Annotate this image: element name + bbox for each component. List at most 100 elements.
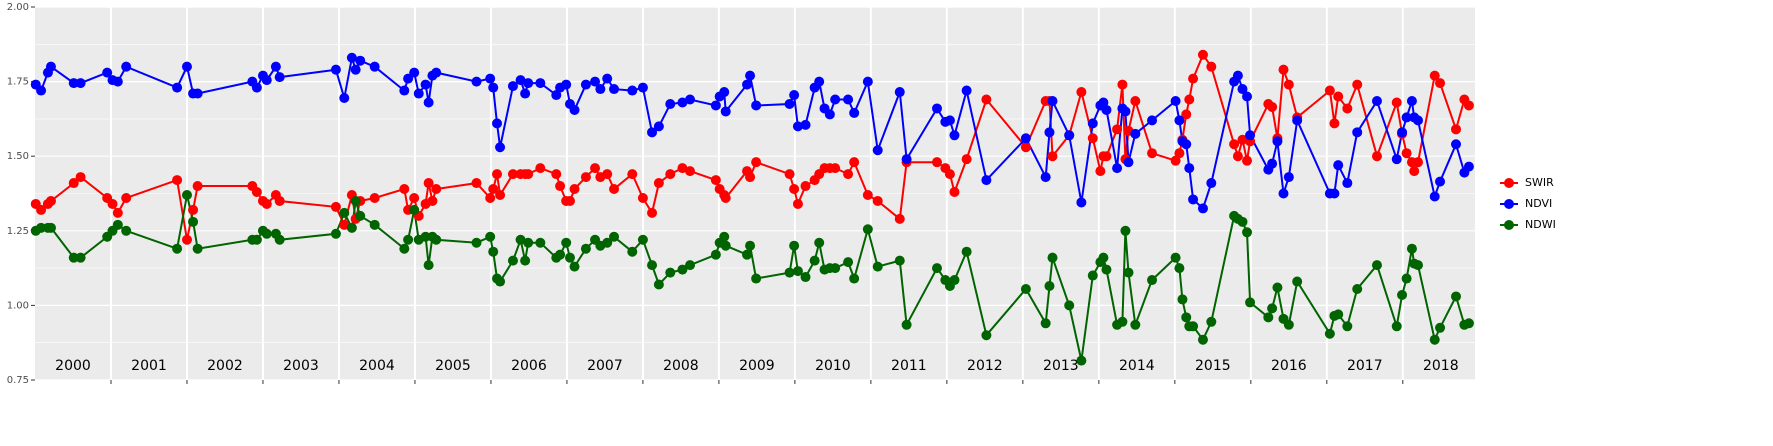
point	[399, 243, 410, 254]
point	[564, 195, 575, 206]
point	[1101, 104, 1112, 115]
point	[784, 98, 795, 109]
point	[369, 192, 380, 203]
point	[1397, 289, 1408, 300]
point	[1342, 178, 1353, 189]
point	[431, 67, 442, 78]
point	[647, 260, 658, 271]
point	[121, 225, 132, 236]
point	[677, 264, 688, 275]
point	[551, 169, 562, 180]
point	[849, 157, 860, 168]
point	[1267, 303, 1278, 314]
point	[1324, 328, 1335, 339]
point	[944, 169, 955, 180]
point	[1117, 316, 1128, 327]
point	[1401, 112, 1412, 123]
point	[1429, 191, 1440, 202]
point	[1435, 176, 1446, 187]
point	[523, 237, 534, 248]
point	[665, 98, 676, 109]
point	[274, 234, 285, 245]
point	[1112, 163, 1123, 174]
point	[784, 267, 795, 278]
point	[45, 61, 56, 72]
point	[1147, 148, 1158, 159]
point	[1401, 273, 1412, 284]
point	[1401, 148, 1412, 159]
x-tick-label: 2007	[587, 358, 623, 374]
point	[507, 255, 518, 266]
point	[1451, 124, 1462, 135]
point	[188, 216, 199, 227]
point	[1184, 163, 1195, 174]
point	[944, 115, 955, 126]
point	[1352, 283, 1363, 294]
point	[931, 263, 942, 274]
point	[609, 184, 620, 195]
legend-marker	[1504, 199, 1514, 209]
point	[251, 234, 262, 245]
point	[710, 249, 721, 260]
point	[1181, 312, 1192, 323]
x-tick-label: 2011	[891, 358, 927, 374]
point	[814, 76, 825, 87]
point	[1333, 309, 1344, 320]
y-tick-label: 1.50	[7, 151, 29, 162]
point	[949, 187, 960, 198]
point	[172, 243, 183, 254]
legend-marker	[1504, 178, 1514, 188]
point	[45, 222, 56, 233]
point	[346, 222, 357, 233]
point	[1040, 318, 1051, 329]
x-tick-label: 2001	[131, 358, 167, 374]
x-tick-label: 2003	[283, 358, 319, 374]
point	[1429, 70, 1440, 81]
point	[1101, 264, 1112, 275]
point	[75, 252, 86, 263]
point	[1087, 133, 1098, 144]
point	[409, 204, 420, 215]
point	[1206, 178, 1217, 189]
point	[849, 273, 860, 284]
point	[862, 76, 873, 87]
point	[627, 169, 638, 180]
point	[1391, 97, 1402, 108]
point	[261, 75, 272, 86]
point	[420, 231, 431, 242]
x-tick-label: 2017	[1347, 358, 1383, 374]
point	[981, 94, 992, 105]
point	[1245, 297, 1256, 308]
point	[751, 273, 762, 284]
point	[800, 181, 811, 192]
point	[1329, 118, 1340, 129]
point	[1184, 94, 1195, 105]
x-tick-label: 2002	[207, 358, 243, 374]
point	[843, 257, 854, 268]
point	[872, 261, 883, 272]
point	[403, 234, 414, 245]
point	[1333, 91, 1344, 102]
point	[1451, 291, 1462, 302]
y-tick-label: 1.25	[7, 226, 29, 237]
point	[792, 198, 803, 209]
point	[1267, 101, 1278, 112]
point	[555, 249, 566, 260]
point	[485, 231, 496, 242]
point	[1123, 157, 1134, 168]
point	[1391, 154, 1402, 165]
point	[1076, 355, 1087, 366]
point	[872, 145, 883, 156]
point	[192, 243, 203, 254]
point	[1406, 243, 1417, 254]
point	[1292, 115, 1303, 126]
point	[1333, 160, 1344, 171]
point	[1120, 106, 1131, 117]
point	[1451, 139, 1462, 150]
point	[1112, 124, 1123, 135]
point	[949, 275, 960, 286]
point	[274, 195, 285, 206]
point	[350, 195, 361, 206]
point	[523, 78, 534, 89]
point	[413, 88, 424, 99]
